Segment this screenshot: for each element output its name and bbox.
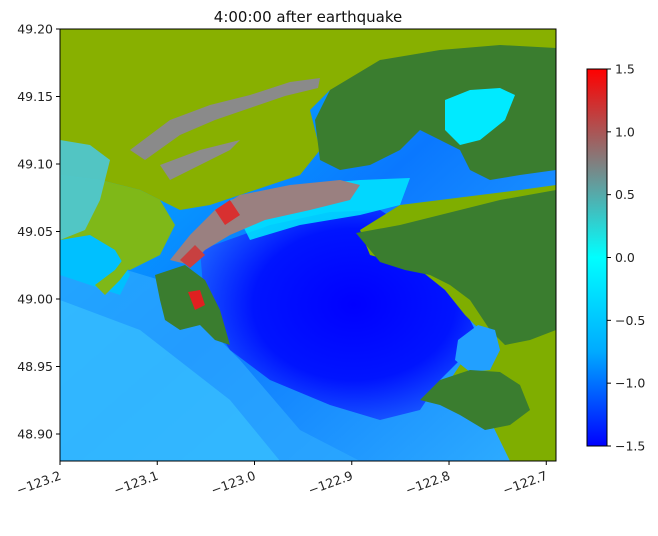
upland-east	[315, 45, 556, 180]
inundation-zone	[170, 180, 360, 265]
delta-lobe	[95, 235, 150, 295]
river-channel	[130, 78, 320, 160]
x-tick-label: −122.9	[306, 468, 355, 498]
upland-south	[420, 370, 530, 430]
chart-title: 4:00:00 after earthquake	[214, 8, 402, 26]
y-tick-label: 48.95	[17, 359, 53, 374]
x-tick-label: −123.2	[14, 468, 63, 498]
upland-southeast	[356, 190, 556, 345]
colorbar-ticks: 1.5 1.0 0.5 0.0 −0.5 −1.0 −1.5	[607, 62, 645, 454]
colorbar-tick-label: −1.5	[615, 439, 645, 454]
x-tick-label: −122.8	[403, 468, 452, 498]
y-tick-label: 49.00	[17, 292, 53, 307]
x-tick-label: −123.0	[209, 468, 258, 498]
y-tick-label: 49.10	[17, 157, 53, 172]
point-roberts-red	[188, 290, 205, 310]
colorbar-tick-label: 0.0	[615, 250, 635, 265]
y-tick-label: 48.90	[17, 427, 53, 442]
point-roberts	[155, 265, 230, 345]
y-axis: 48.90 48.95 49.00 49.05 49.10 49.15 49.20	[17, 22, 60, 442]
inlet-cyan	[445, 88, 515, 145]
inundation-red-a	[215, 200, 240, 225]
inundation-red-b	[180, 245, 205, 268]
colorbar: 1.5 1.0 0.5 0.0 −0.5 −1.0 −1.5	[586, 62, 645, 454]
x-tick-label: −123.1	[112, 468, 161, 498]
y-tick-label: 49.05	[17, 224, 53, 239]
colorbar-tick-label: 0.5	[615, 187, 635, 202]
colorbar-tick-label: 1.0	[615, 124, 635, 139]
colorbar-tick-label: −1.0	[615, 376, 645, 391]
y-tick-label: 49.15	[17, 89, 53, 104]
x-tick-label: −122.7	[501, 468, 550, 498]
semiahmoo-bay	[455, 325, 500, 372]
plot-area	[60, 29, 556, 461]
colorbar-tick-label: 1.5	[615, 62, 635, 77]
x-axis: −123.2 −123.1 −123.0 −122.9 −122.8 −122.7	[14, 461, 549, 498]
sea-shallow-band-2	[60, 300, 280, 461]
river-channel-south	[160, 140, 240, 180]
axes-frame	[59, 28, 557, 462]
colorbar-bar	[586, 68, 608, 447]
y-tick-label: 49.20	[17, 22, 53, 37]
tidal-flat-west	[60, 140, 110, 240]
colorbar-tick-label: −0.5	[615, 313, 645, 328]
